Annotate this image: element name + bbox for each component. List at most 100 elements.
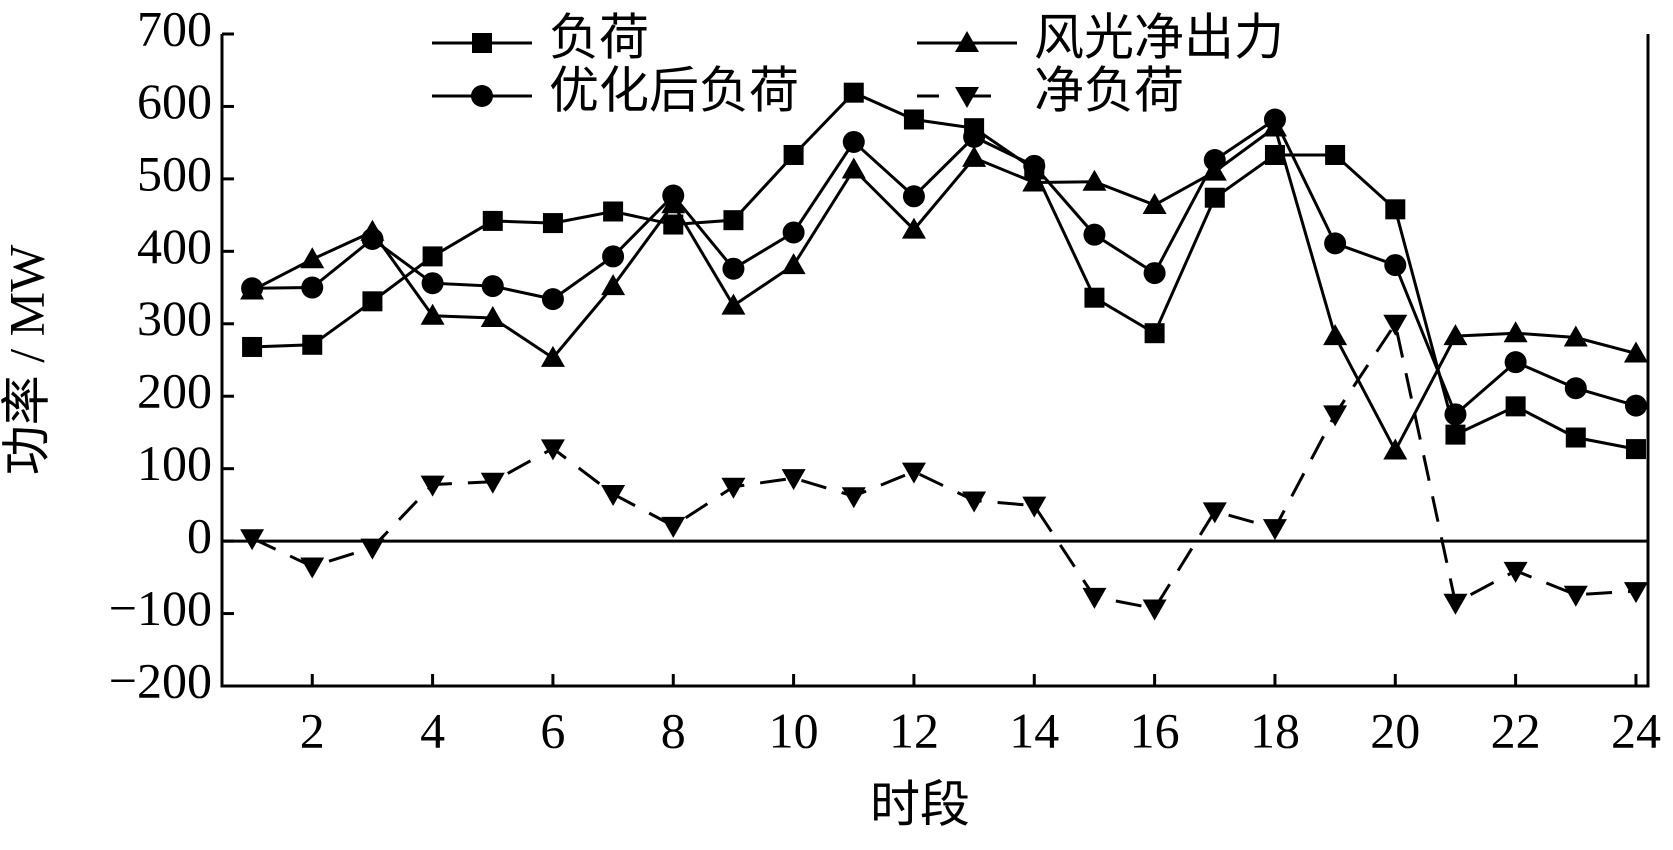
- data-point: [842, 130, 865, 153]
- y-tick-label: −100: [109, 580, 212, 636]
- data-point: [783, 144, 804, 165]
- y-tick-label: 300: [137, 290, 212, 346]
- y-tick-label: 0: [187, 508, 212, 564]
- data-point: [1023, 154, 1046, 177]
- x-tick-label: 24: [1611, 702, 1661, 758]
- data-point: [1504, 351, 1527, 374]
- data-point: [902, 185, 925, 208]
- data-point: [1384, 254, 1407, 277]
- data-point: [901, 217, 926, 239]
- data-point: [721, 293, 746, 315]
- data-point: [1203, 149, 1226, 172]
- data-point: [420, 475, 445, 497]
- data-point: [963, 125, 986, 148]
- x-tick-label: 16: [1130, 702, 1180, 758]
- series-line: [251, 319, 1637, 611]
- x-axis-label: 时段: [870, 776, 970, 832]
- data-point: [1385, 199, 1406, 220]
- data-point: [1323, 405, 1348, 427]
- data-point: [1263, 108, 1286, 131]
- data-point: [1625, 439, 1646, 460]
- data-point: [1204, 187, 1225, 208]
- data-point: [663, 214, 684, 235]
- x-tick-label: 2: [300, 702, 325, 758]
- x-tick-label: 8: [661, 702, 686, 758]
- data-point: [1623, 582, 1648, 604]
- data-point: [481, 275, 504, 298]
- data-point: [1563, 325, 1588, 347]
- y-tick-label: 100: [137, 435, 212, 491]
- data-point: [781, 469, 806, 491]
- legend-label: 负荷: [549, 9, 649, 65]
- data-point: [480, 305, 505, 327]
- series-line: [252, 90, 1637, 451]
- data-point: [781, 253, 806, 275]
- x-tick-label: 18: [1250, 702, 1300, 758]
- legend-label: 净负荷: [1034, 62, 1184, 118]
- data-point: [602, 245, 625, 268]
- y-axis-label: 功率 / MW: [0, 244, 54, 475]
- legend-label: 风光净出力: [1034, 9, 1284, 65]
- legend-marker: [472, 33, 492, 53]
- data-point: [1445, 424, 1466, 445]
- data-point: [1383, 438, 1408, 460]
- x-tick-label: 4: [420, 702, 445, 758]
- x-tick-label: 14: [1009, 702, 1059, 758]
- data-point: [240, 529, 265, 551]
- x-tick-label: 12: [889, 702, 939, 758]
- x-tick-label: 20: [1370, 702, 1420, 758]
- data-point: [1503, 561, 1528, 583]
- data-point: [841, 487, 866, 509]
- data-point: [1262, 519, 1287, 541]
- data-point: [480, 472, 505, 494]
- data-point: [1324, 232, 1347, 255]
- data-point: [1565, 427, 1586, 448]
- data-point: [361, 228, 384, 251]
- data-point: [242, 336, 263, 357]
- data-point: [962, 145, 987, 167]
- data-point: [420, 303, 445, 325]
- data-point: [722, 257, 745, 280]
- data-point: [421, 272, 444, 295]
- data-point: [1505, 396, 1526, 417]
- data-point: [1444, 403, 1467, 426]
- data-point: [1083, 223, 1106, 246]
- data-point: [1563, 585, 1588, 607]
- data-point: [603, 201, 624, 222]
- data-point: [721, 477, 746, 499]
- data-point: [962, 491, 987, 513]
- data-point: [601, 274, 626, 296]
- series-line: [251, 124, 1637, 454]
- data-point: [661, 516, 686, 538]
- data-point: [1564, 377, 1587, 400]
- data-point: [1142, 599, 1167, 621]
- data-point: [362, 291, 383, 312]
- data-point: [542, 213, 563, 234]
- legend-label: 优化后负荷: [549, 62, 799, 118]
- data-point: [1142, 192, 1167, 214]
- data-point: [601, 485, 626, 507]
- data-point: [1143, 262, 1166, 285]
- x-tick-label: 10: [769, 702, 819, 758]
- data-point: [903, 109, 924, 130]
- data-point: [1443, 324, 1468, 346]
- y-tick-label: 200: [137, 363, 212, 419]
- data-point: [1325, 144, 1346, 165]
- data-point: [300, 557, 325, 579]
- legend-marker: [955, 31, 979, 52]
- data-point: [1623, 341, 1648, 363]
- y-tick-label: 400: [137, 218, 212, 274]
- y-tick-label: −200: [109, 652, 212, 708]
- data-point: [1022, 496, 1047, 518]
- data-point: [1022, 170, 1047, 192]
- data-point: [301, 276, 324, 299]
- data-point: [1383, 314, 1408, 336]
- y-tick-label: 700: [137, 0, 212, 56]
- data-point: [1443, 593, 1468, 615]
- legend-marker: [955, 87, 979, 108]
- data-point: [662, 184, 685, 207]
- data-point: [782, 221, 805, 244]
- data-point: [300, 247, 325, 269]
- legend-marker: [471, 85, 493, 107]
